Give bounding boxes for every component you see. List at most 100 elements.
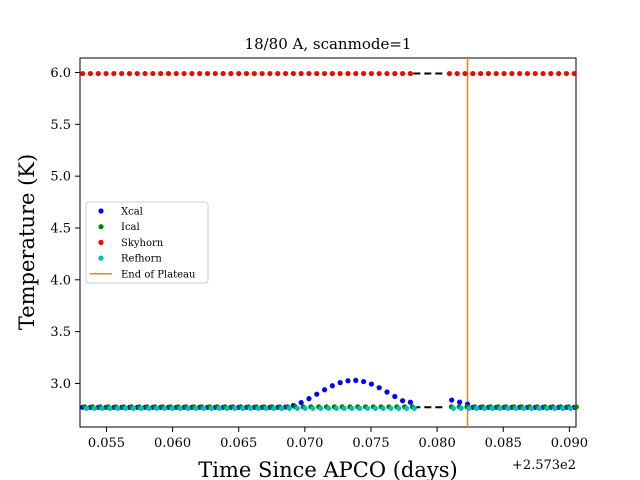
skyhorn-point (298, 70, 304, 77)
x-tick-label: 0.055 (88, 436, 125, 451)
refhorn-point (536, 405, 542, 411)
refhorn-point (146, 405, 152, 411)
refhorn-point (240, 405, 246, 411)
skyhorn-point (485, 70, 492, 77)
refhorn-point (497, 405, 503, 411)
refhorn-point (482, 405, 488, 411)
gap-dashed-lines (413, 72, 446, 409)
skyhorn-point (563, 70, 570, 77)
x-axis-offset-label: +2.573e2 (512, 458, 576, 473)
skyhorn-point (399, 70, 406, 77)
skyhorn-point (306, 70, 312, 77)
refhorn-point (154, 405, 160, 411)
x-tick-label: 0.060 (154, 436, 191, 451)
skyhorn-point (204, 70, 211, 77)
legend: Xcal Ical Skyhorn Refhorn End of Plateau (85, 201, 209, 284)
legend-marker-ical (98, 224, 104, 230)
xcal-point (345, 378, 351, 384)
skyhorn-point (275, 70, 281, 77)
x-tick-label: 0.075 (352, 436, 389, 451)
refhorn-point (123, 405, 129, 411)
skyhorn-point (165, 70, 172, 77)
skyhorn-point (150, 70, 156, 77)
refhorn-point (130, 405, 137, 411)
refhorn-point (286, 405, 293, 411)
skyhorn-point (95, 70, 101, 77)
y-tick-label: 3.0 (50, 377, 71, 392)
skyhorn-point (509, 70, 515, 77)
skyhorn-point (540, 70, 546, 77)
xcal-point (457, 399, 463, 405)
refhorn-point (450, 405, 456, 411)
refhorn-point (474, 405, 480, 411)
ical-point (573, 404, 579, 410)
legend-marker-skyhorn (98, 239, 104, 245)
skyhorn-point (220, 70, 226, 77)
xcal-point (321, 387, 328, 393)
x-tick-label: 0.085 (485, 436, 522, 451)
x-tick-label: 0.080 (419, 436, 456, 451)
skyhorn-point (524, 70, 531, 77)
x-tick-label: 0.090 (551, 436, 588, 451)
x-tick-label: 0.070 (286, 436, 323, 451)
refhorn-point (255, 405, 261, 411)
x-tick-label: 0.065 (220, 436, 257, 451)
skyhorn-point (197, 70, 203, 77)
skyhorn-point (493, 70, 499, 77)
refhorn-point (294, 405, 300, 411)
xcal-point (329, 383, 335, 389)
skyhorn-point (384, 70, 390, 77)
legend-label-ical: Ical (121, 222, 140, 233)
skyhorn-point (556, 70, 562, 77)
refhorn-point (216, 405, 222, 411)
refhorn-point (489, 405, 496, 411)
refhorn-point (458, 405, 464, 411)
skyhorn-point (478, 70, 484, 77)
refhorn-point (552, 405, 558, 411)
refhorn-point (208, 405, 215, 411)
refhorn-point (372, 405, 378, 411)
y-axis-label: Temperature (K) (15, 154, 39, 330)
skyhorn-point (532, 70, 538, 77)
skyhorn-point (376, 70, 382, 77)
legend-marker-refhorn (98, 255, 104, 261)
refhorn-point (185, 405, 191, 411)
skyhorn-point (243, 70, 250, 77)
skyhorn-point (134, 70, 140, 77)
refhorn-point (279, 405, 285, 411)
refhorn-point (302, 405, 308, 411)
refhorn-point (177, 405, 183, 411)
skyhorn-point (345, 70, 351, 77)
skyhorn-point (236, 70, 242, 77)
x-axis-ticks: 0.055 0.060 0.065 0.070 0.075 0.080 0.085 0.090 (88, 427, 588, 451)
refhorn-point (349, 405, 355, 411)
skyhorn-point (181, 70, 187, 77)
xcal-point (407, 399, 414, 405)
refhorn-point (521, 405, 527, 411)
refhorn-point (357, 405, 363, 411)
refhorn-point (505, 405, 511, 411)
xcal-point (449, 397, 455, 403)
refhorn-point (560, 405, 566, 411)
y-tick-label: 5.5 (50, 118, 71, 133)
refhorn-point (396, 405, 402, 411)
refhorn-point (263, 405, 269, 411)
refhorn-point (411, 405, 417, 411)
skyhorn-point (290, 70, 296, 77)
refhorn-point (232, 405, 238, 411)
skyhorn-point (142, 70, 148, 77)
refhorn-point (193, 405, 199, 411)
refhorn-point (388, 405, 394, 411)
xcal-point (306, 396, 312, 402)
skyhorn-point (368, 70, 374, 77)
legend-label-end-of-plateau: End of Plateau (121, 269, 196, 280)
skyhorn-point (173, 70, 179, 77)
skyhorn-point (571, 70, 577, 77)
skyhorn-point (392, 70, 398, 77)
skyhorn-point (111, 70, 117, 77)
xcal-point (392, 393, 398, 400)
skyhorn-point (212, 70, 218, 77)
y-tick-label: 4.0 (50, 273, 71, 288)
skyhorn-point (282, 70, 289, 77)
plot-area-frame (79, 57, 577, 428)
